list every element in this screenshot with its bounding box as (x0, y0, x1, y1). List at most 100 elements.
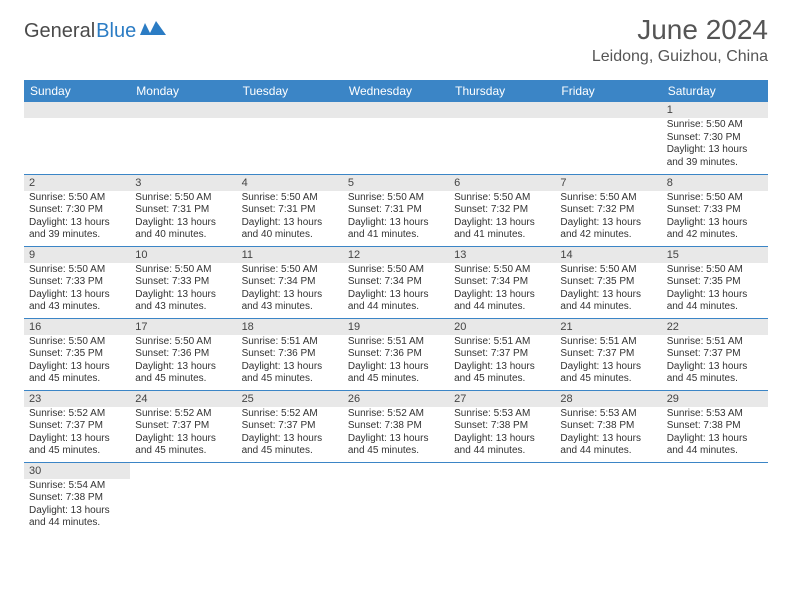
calendar-cell: 12Sunrise: 5:50 AMSunset: 7:34 PMDayligh… (343, 246, 449, 318)
day-number: 26 (343, 391, 449, 407)
day-number-empty (24, 102, 130, 118)
calendar-cell: 28Sunrise: 5:53 AMSunset: 7:38 PMDayligh… (555, 390, 661, 462)
day-body: Sunrise: 5:52 AMSunset: 7:37 PMDaylight:… (237, 407, 343, 461)
day-number: 6 (449, 175, 555, 191)
sunset-line: Sunset: 7:36 PM (348, 348, 444, 361)
calendar-cell (555, 102, 661, 174)
day-body: Sunrise: 5:51 AMSunset: 7:37 PMDaylight:… (662, 335, 768, 389)
weekday-header: Thursday (449, 80, 555, 102)
day-number: 24 (130, 391, 236, 407)
sunrise-line: Sunrise: 5:51 AM (242, 336, 338, 349)
calendar-cell: 1Sunrise: 5:50 AMSunset: 7:30 PMDaylight… (662, 102, 768, 174)
calendar-cell: 10Sunrise: 5:50 AMSunset: 7:33 PMDayligh… (130, 246, 236, 318)
day-body: Sunrise: 5:52 AMSunset: 7:37 PMDaylight:… (24, 407, 130, 461)
logo-flag-icon (140, 21, 166, 42)
calendar-cell (343, 462, 449, 534)
daylight-line: Daylight: 13 hours and 43 minutes. (29, 289, 125, 314)
daylight-line: Daylight: 13 hours and 45 minutes. (348, 433, 444, 458)
day-number: 21 (555, 319, 661, 335)
sunrise-line: Sunrise: 5:50 AM (242, 264, 338, 277)
location: Leidong, Guizhou, China (592, 48, 768, 66)
calendar-table: SundayMondayTuesdayWednesdayThursdayFrid… (24, 80, 768, 534)
day-number: 25 (237, 391, 343, 407)
calendar-week-row: 23Sunrise: 5:52 AMSunset: 7:37 PMDayligh… (24, 390, 768, 462)
sunset-line: Sunset: 7:32 PM (560, 204, 656, 217)
day-number: 27 (449, 391, 555, 407)
day-body: Sunrise: 5:50 AMSunset: 7:32 PMDaylight:… (449, 191, 555, 245)
daylight-line: Daylight: 13 hours and 42 minutes. (667, 217, 763, 242)
day-number: 9 (24, 247, 130, 263)
calendar-cell: 7Sunrise: 5:50 AMSunset: 7:32 PMDaylight… (555, 174, 661, 246)
sunrise-line: Sunrise: 5:51 AM (560, 336, 656, 349)
sunset-line: Sunset: 7:36 PM (242, 348, 338, 361)
sunset-line: Sunset: 7:34 PM (454, 276, 550, 289)
day-body: Sunrise: 5:50 AMSunset: 7:34 PMDaylight:… (449, 263, 555, 317)
day-body: Sunrise: 5:53 AMSunset: 7:38 PMDaylight:… (662, 407, 768, 461)
daylight-line: Daylight: 13 hours and 42 minutes. (560, 217, 656, 242)
day-body: Sunrise: 5:50 AMSunset: 7:31 PMDaylight:… (343, 191, 449, 245)
day-number: 12 (343, 247, 449, 263)
calendar-cell: 22Sunrise: 5:51 AMSunset: 7:37 PMDayligh… (662, 318, 768, 390)
daylight-line: Daylight: 13 hours and 44 minutes. (29, 505, 125, 530)
weekday-header: Monday (130, 80, 236, 102)
day-body: Sunrise: 5:50 AMSunset: 7:35 PMDaylight:… (24, 335, 130, 389)
day-number: 2 (24, 175, 130, 191)
day-body: Sunrise: 5:53 AMSunset: 7:38 PMDaylight:… (449, 407, 555, 461)
calendar-cell: 25Sunrise: 5:52 AMSunset: 7:37 PMDayligh… (237, 390, 343, 462)
daylight-line: Daylight: 13 hours and 45 minutes. (135, 361, 231, 386)
day-number-empty (449, 102, 555, 118)
day-number: 23 (24, 391, 130, 407)
sunrise-line: Sunrise: 5:50 AM (29, 336, 125, 349)
daylight-line: Daylight: 13 hours and 45 minutes. (242, 361, 338, 386)
daylight-line: Daylight: 13 hours and 39 minutes. (29, 217, 125, 242)
day-number: 4 (237, 175, 343, 191)
sunset-line: Sunset: 7:36 PM (135, 348, 231, 361)
sunset-line: Sunset: 7:37 PM (242, 420, 338, 433)
sunrise-line: Sunrise: 5:50 AM (135, 192, 231, 205)
sunset-line: Sunset: 7:32 PM (454, 204, 550, 217)
calendar-cell: 24Sunrise: 5:52 AMSunset: 7:37 PMDayligh… (130, 390, 236, 462)
sunrise-line: Sunrise: 5:50 AM (29, 264, 125, 277)
calendar-cell: 30Sunrise: 5:54 AMSunset: 7:38 PMDayligh… (24, 462, 130, 534)
sunset-line: Sunset: 7:33 PM (135, 276, 231, 289)
sunset-line: Sunset: 7:37 PM (667, 348, 763, 361)
sunset-line: Sunset: 7:35 PM (560, 276, 656, 289)
sunrise-line: Sunrise: 5:51 AM (667, 336, 763, 349)
calendar-cell (24, 102, 130, 174)
calendar-week-row: 9Sunrise: 5:50 AMSunset: 7:33 PMDaylight… (24, 246, 768, 318)
sunrise-line: Sunrise: 5:53 AM (560, 408, 656, 421)
daylight-line: Daylight: 13 hours and 45 minutes. (29, 361, 125, 386)
sunrise-line: Sunrise: 5:53 AM (667, 408, 763, 421)
sunrise-line: Sunrise: 5:50 AM (454, 192, 550, 205)
sunrise-line: Sunrise: 5:53 AM (454, 408, 550, 421)
day-number: 1 (662, 102, 768, 118)
sunrise-line: Sunrise: 5:52 AM (29, 408, 125, 421)
day-number: 14 (555, 247, 661, 263)
day-body: Sunrise: 5:51 AMSunset: 7:36 PMDaylight:… (343, 335, 449, 389)
sunset-line: Sunset: 7:38 PM (454, 420, 550, 433)
calendar-cell (237, 102, 343, 174)
daylight-line: Daylight: 13 hours and 45 minutes. (454, 361, 550, 386)
calendar-cell: 5Sunrise: 5:50 AMSunset: 7:31 PMDaylight… (343, 174, 449, 246)
calendar-cell: 29Sunrise: 5:53 AMSunset: 7:38 PMDayligh… (662, 390, 768, 462)
day-body: Sunrise: 5:51 AMSunset: 7:36 PMDaylight:… (237, 335, 343, 389)
day-number-empty (130, 102, 236, 118)
daylight-line: Daylight: 13 hours and 45 minutes. (29, 433, 125, 458)
calendar-week-row: 1Sunrise: 5:50 AMSunset: 7:30 PMDaylight… (24, 102, 768, 174)
day-body: Sunrise: 5:50 AMSunset: 7:34 PMDaylight:… (343, 263, 449, 317)
day-number: 5 (343, 175, 449, 191)
calendar-cell: 13Sunrise: 5:50 AMSunset: 7:34 PMDayligh… (449, 246, 555, 318)
day-number: 19 (343, 319, 449, 335)
sunrise-line: Sunrise: 5:50 AM (135, 336, 231, 349)
sunrise-line: Sunrise: 5:51 AM (348, 336, 444, 349)
daylight-line: Daylight: 13 hours and 43 minutes. (135, 289, 231, 314)
calendar-week-row: 16Sunrise: 5:50 AMSunset: 7:35 PMDayligh… (24, 318, 768, 390)
sunrise-line: Sunrise: 5:50 AM (348, 264, 444, 277)
calendar-header-row: SundayMondayTuesdayWednesdayThursdayFrid… (24, 80, 768, 102)
day-number-empty (555, 102, 661, 118)
month-title: June 2024 (592, 14, 768, 46)
calendar-cell: 9Sunrise: 5:50 AMSunset: 7:33 PMDaylight… (24, 246, 130, 318)
day-number: 7 (555, 175, 661, 191)
weekday-header: Wednesday (343, 80, 449, 102)
sunset-line: Sunset: 7:34 PM (348, 276, 444, 289)
